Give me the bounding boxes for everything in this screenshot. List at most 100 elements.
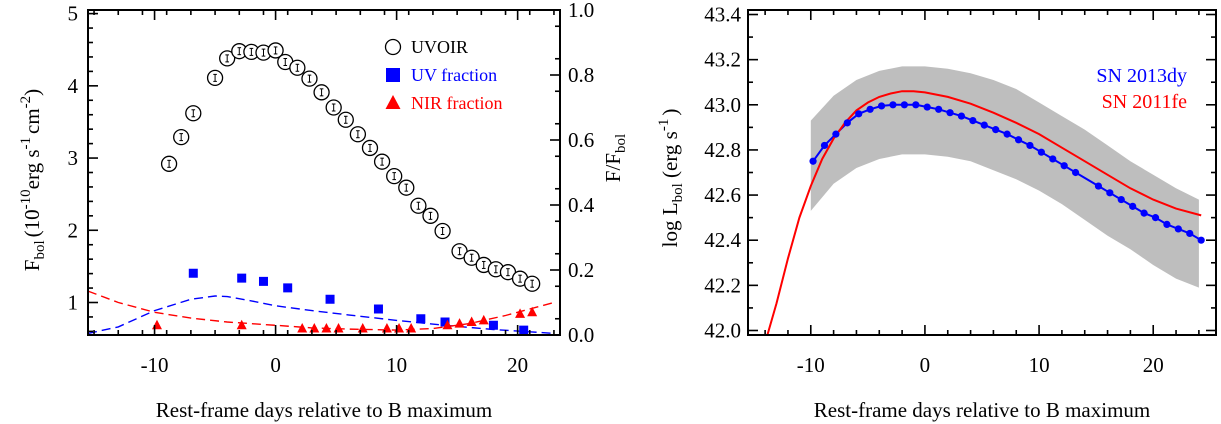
uvoir-point (451, 243, 468, 260)
sn2013dy-point (992, 126, 1000, 134)
sn2013dy-point (1003, 130, 1011, 138)
rp-ylabel-exp: -1 (656, 119, 672, 132)
right-panel-y-axis-label: log Lbol (erg s-1) (656, 109, 686, 248)
uvoir-point (289, 59, 306, 76)
left-ylabel-paren: (10 (20, 209, 44, 237)
sn2013dy-point (1094, 182, 1103, 190)
sn2013dy-point (1174, 225, 1182, 233)
right-ytick-label: 1.0 (568, 0, 594, 22)
uv-fraction-point (283, 283, 293, 293)
right-ylabel-base: F/F (601, 153, 625, 182)
left-xtick-label: 0 (270, 353, 281, 377)
uv-fraction-point (373, 304, 383, 314)
rp-ylabel-pre: log L (658, 202, 682, 247)
uv-fraction-point (440, 317, 450, 327)
left-ytick-label: 2 (68, 218, 79, 242)
left-xtick-label: 10 (386, 353, 407, 377)
sn2013dy-point (1186, 229, 1194, 238)
right-ytick-label: 0.4 (568, 193, 595, 217)
sn2013dy-point (1151, 214, 1160, 222)
uvoir-point (398, 179, 415, 196)
right-y-axis-label: F/Fbol (601, 134, 629, 182)
nir-fraction-point (333, 323, 344, 333)
nir-fraction-point (297, 323, 308, 333)
sn2013dy-point (820, 141, 829, 150)
sn2013dy-point (1037, 148, 1045, 156)
legend-sn2011fe-label: SN 2011fe (1102, 91, 1187, 113)
sn2013dy-point (980, 121, 988, 129)
nir-fraction-point (527, 306, 538, 317)
sn2013dy-point (900, 101, 908, 109)
uncertainty-band (810, 66, 1199, 288)
legend-nir-label: NIR fraction (411, 93, 502, 113)
uvoir-point (524, 275, 541, 292)
right-curves (766, 90, 1202, 336)
left-ytick-label: 1 (68, 291, 79, 315)
nir-fraction-point (357, 323, 368, 333)
sn2013dy-point (957, 112, 966, 120)
nir-fraction-point (515, 308, 526, 318)
legend-uv-marker (386, 68, 400, 82)
rp-ytick-label: 43.2 (704, 48, 741, 72)
nir-fraction-model-curve (87, 290, 555, 331)
uvoir-point (463, 249, 480, 266)
left-model-curves (87, 290, 555, 335)
sn2013dy-point (923, 103, 931, 111)
right-panel-x-axis-label: Rest-frame days relative to B maximum (814, 398, 1151, 422)
nir-fraction-point (394, 323, 405, 333)
left-ylabel-exp2: -1 (18, 137, 34, 150)
uvoir-point (422, 207, 439, 224)
right-ylabel-sub: bol (613, 134, 629, 153)
nir-fraction-point (466, 316, 477, 326)
uvoir-point (487, 261, 505, 278)
rp-ytick-label: 43.0 (704, 93, 741, 117)
legend-uvoir-marker (384, 38, 402, 56)
rp-ylabel-sub: bol (670, 183, 686, 202)
uv-fraction-point (258, 276, 268, 286)
left-ylabel-close: ) (20, 89, 44, 96)
sn2013dy-point (935, 105, 943, 113)
sn2013dy-point (946, 109, 954, 117)
rp-ytick-label: 42.2 (704, 273, 741, 297)
sn2013dy-point (1140, 209, 1148, 217)
left-xtick-label: 20 (507, 353, 528, 377)
uvoir-point (206, 69, 224, 87)
uvoir-point (301, 70, 318, 87)
sn2013dy-point (912, 101, 920, 109)
uvoir-point (349, 126, 367, 143)
rp-ytick-label: 42.8 (704, 138, 741, 162)
rp-ytick-label: 42.6 (704, 183, 741, 207)
nir-fraction-point (442, 319, 453, 330)
left-ylabel-sub: bol (32, 240, 48, 259)
left-ytick-label: 5 (68, 2, 79, 26)
right-panel: -10 0 10 20 42.0 42.2 42.4 42.6 42.8 43.0 43.2 43.4… (656, 3, 1217, 422)
rp-xtick-label: 10 (1029, 353, 1050, 377)
left-ylabel-exp3: -2 (18, 96, 34, 109)
rp-xtick-label: 20 (1143, 353, 1164, 377)
right-legend: SN 2013dy SN 2011fe (1096, 65, 1187, 113)
uvoir-point (325, 99, 342, 116)
sn2013dy-point (809, 157, 817, 165)
nir-fraction-point (151, 319, 162, 330)
left-y-axis-label: Fbol (10-10erg s-1 cm-2) (18, 89, 48, 271)
sn2013dy-point (1106, 189, 1114, 197)
uvoir-point (173, 128, 190, 146)
sn2013dy-point (1072, 168, 1080, 177)
uv-fraction-point (519, 325, 529, 335)
left-ylabel-base: F (20, 260, 44, 272)
uvoir-point (337, 111, 354, 128)
sn2013dy-point (843, 119, 851, 127)
right-ytick-label: 0.2 (568, 258, 594, 282)
rp-ytick-label: 42.0 (704, 318, 741, 342)
rp-ylabel-paren: (erg s (658, 131, 682, 183)
rp-xtick-label: 0 (920, 353, 931, 377)
sn2013dy-point (1197, 236, 1205, 244)
uv-fraction-point (237, 273, 247, 283)
uvoir-point (185, 105, 202, 122)
uvoir-point (267, 42, 284, 59)
nir-fraction-point (236, 319, 247, 330)
rp-ylabel-close: ) (658, 109, 682, 116)
sn2013dy-point (969, 116, 977, 125)
